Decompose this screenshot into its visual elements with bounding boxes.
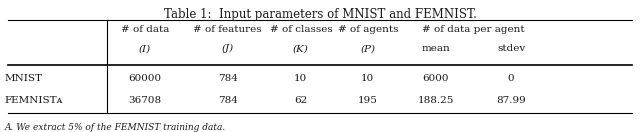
Text: 784: 784 [218,96,237,105]
Text: # of classes: # of classes [269,25,332,34]
Text: FEMNISTᴀ: FEMNISTᴀ [4,96,63,105]
Text: 6000: 6000 [423,74,449,83]
Text: 87.99: 87.99 [496,96,526,105]
Text: 10: 10 [294,74,307,83]
Text: # of data per agent: # of data per agent [422,25,525,34]
Text: # of agents: # of agents [337,25,398,34]
Text: 36708: 36708 [128,96,161,105]
Text: Table 1:  Input parameters of MNIST and FEMNIST.: Table 1: Input parameters of MNIST and F… [164,8,476,21]
Text: 195: 195 [358,96,378,105]
Text: A. We extract 5% of the FEMNIST training data.: A. We extract 5% of the FEMNIST training… [4,123,226,132]
Text: # of features: # of features [193,25,262,34]
Text: 10: 10 [361,74,374,83]
Text: 62: 62 [294,96,307,105]
Text: 60000: 60000 [128,74,161,83]
Text: (K): (K) [293,44,308,53]
Text: MNIST: MNIST [4,74,43,83]
Text: (I): (I) [139,44,151,53]
Text: 188.25: 188.25 [418,96,454,105]
Text: # of data: # of data [120,25,169,34]
Text: (J): (J) [221,44,234,53]
Text: mean: mean [422,44,451,53]
Text: 784: 784 [218,74,237,83]
Text: 0: 0 [508,74,515,83]
Text: (P): (P) [360,44,375,53]
Text: stdev: stdev [497,44,525,53]
